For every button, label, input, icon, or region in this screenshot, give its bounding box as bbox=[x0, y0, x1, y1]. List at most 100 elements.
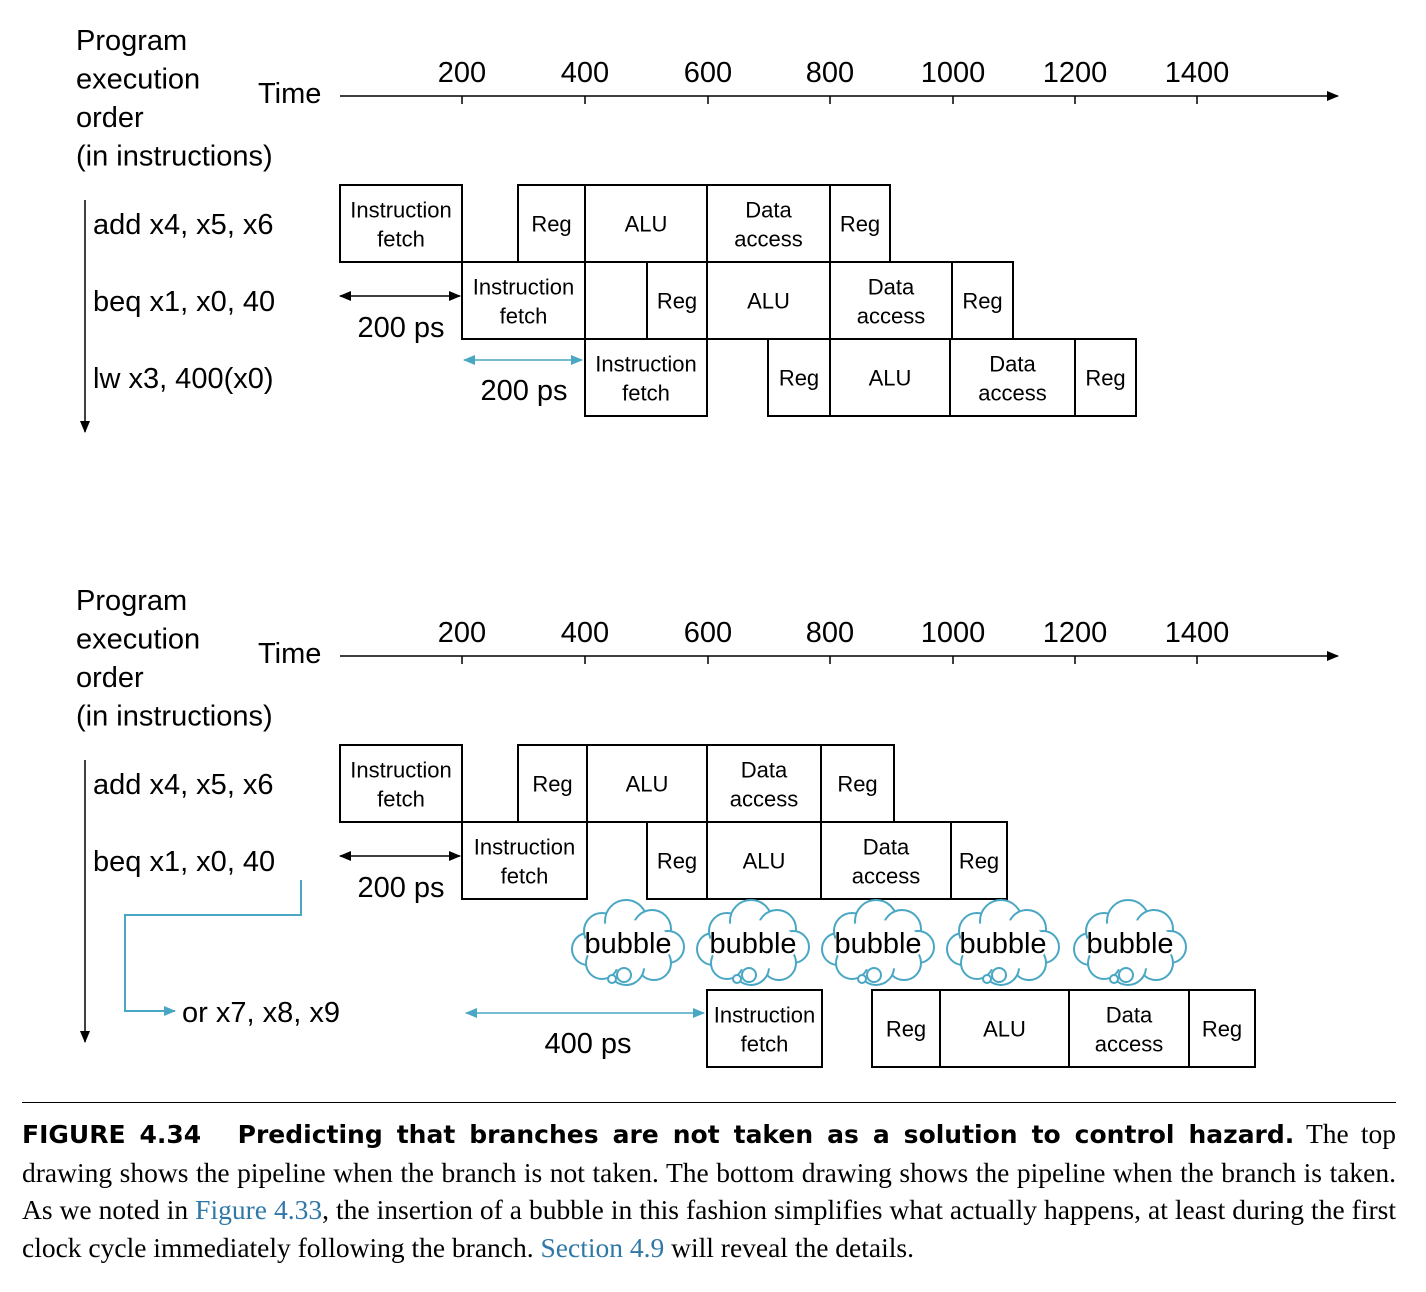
delay-label: 200 ps bbox=[480, 375, 567, 407]
stage-label: fetch bbox=[501, 864, 549, 889]
cloud-tail bbox=[866, 967, 882, 983]
tick-label: 200 bbox=[438, 617, 486, 649]
pipeline-stage: Reg bbox=[820, 744, 895, 823]
cloud-core bbox=[709, 920, 797, 970]
program-order-label: Program bbox=[76, 25, 187, 57]
stage-box bbox=[706, 261, 831, 340]
stage-label: Instruction bbox=[350, 198, 452, 223]
stage-box bbox=[461, 821, 588, 900]
pipeline-stage: Instruction fetch bbox=[461, 821, 588, 900]
delay-label: 400 ps bbox=[544, 1028, 631, 1060]
program-order-label: order bbox=[76, 102, 144, 134]
delay-label: 200 ps bbox=[357, 872, 444, 904]
figure-number: FIGURE 4.34 bbox=[22, 1120, 202, 1149]
time-label: Time bbox=[258, 638, 321, 670]
stage-box bbox=[646, 821, 708, 900]
stage-label: access bbox=[1095, 1032, 1163, 1057]
stage-label: Reg bbox=[962, 289, 1002, 314]
stage-label: Instruction bbox=[473, 275, 575, 300]
bubble: bubble bbox=[1073, 899, 1187, 986]
tick-label: 1200 bbox=[1043, 617, 1108, 649]
program-order-label: order bbox=[76, 662, 144, 694]
bubble-cloud bbox=[946, 899, 1060, 986]
stage-label: fetch bbox=[741, 1032, 789, 1057]
pipeline-stage: Data access bbox=[706, 744, 822, 823]
bubble-label: bubble bbox=[959, 928, 1046, 960]
stage-box bbox=[829, 261, 953, 340]
cloud-tail bbox=[741, 967, 757, 983]
stage-label: Reg bbox=[886, 1017, 926, 1042]
bubble-label: bubble bbox=[584, 928, 671, 960]
stage-label: Reg bbox=[532, 772, 572, 797]
stage-label: Data bbox=[1106, 1003, 1153, 1028]
stage-label: Data bbox=[745, 198, 792, 223]
bubble-label: bubble bbox=[834, 928, 921, 960]
instruction-label: add x4, x5, x6 bbox=[93, 769, 274, 801]
stage-label: access bbox=[978, 381, 1046, 406]
stage-label: Reg bbox=[1085, 366, 1125, 391]
tick-label: 600 bbox=[684, 57, 732, 89]
delay-label: 200 ps bbox=[357, 312, 444, 344]
tick-label: 1200 bbox=[1043, 57, 1108, 89]
stage-label: ALU bbox=[625, 212, 668, 237]
pipeline-stage: Reg bbox=[646, 821, 708, 900]
diagram-branch-not-taken: Program execution order (in instructions) Ti… bbox=[76, 25, 1339, 433]
stage-box bbox=[586, 744, 708, 823]
bubble-label: bubble bbox=[709, 928, 796, 960]
pipeline-figure: Program execution order (in instructions) Ti… bbox=[76, 25, 1339, 1068]
pipeline-stage: Data access bbox=[949, 338, 1076, 417]
tick-label: 800 bbox=[806, 57, 854, 89]
stage-label: Data bbox=[741, 758, 788, 783]
pipeline-stage: Reg bbox=[517, 184, 586, 263]
pipeline-stage: Instruction fetch bbox=[584, 338, 708, 417]
stage-label: Instruction bbox=[714, 1003, 816, 1028]
program-order-label: execution bbox=[76, 624, 200, 656]
instruction-label: lw x3, 400(x0) bbox=[93, 363, 274, 395]
section-link[interactable]: Section 4.9 bbox=[540, 1231, 665, 1263]
pipeline-stage: Instruction fetch bbox=[339, 184, 463, 263]
stage-box bbox=[706, 821, 822, 900]
stage-label: Data bbox=[868, 275, 915, 300]
cloud-tail bbox=[857, 974, 867, 984]
stage-label: fetch bbox=[377, 787, 425, 812]
stage-box bbox=[461, 261, 586, 340]
pipeline-stage: Data access bbox=[1068, 989, 1190, 1068]
stage-label: ALU bbox=[983, 1017, 1026, 1042]
stage-label: Data bbox=[989, 352, 1036, 377]
cloud-core bbox=[584, 920, 672, 970]
figure-link[interactable]: Figure 4.33 bbox=[195, 1194, 323, 1225]
tick-label: 1000 bbox=[921, 617, 986, 649]
tick-label: 400 bbox=[561, 617, 609, 649]
stage-box bbox=[646, 261, 708, 340]
program-order-label: execution bbox=[76, 64, 200, 96]
pipeline-stage: Reg bbox=[871, 989, 941, 1068]
pipeline-stage: ALU bbox=[939, 989, 1070, 1068]
stage-box bbox=[829, 338, 951, 417]
time-label: Time bbox=[258, 78, 321, 110]
program-order-label: (in instructions) bbox=[76, 141, 273, 173]
stage-label: Instruction bbox=[474, 835, 576, 860]
pipeline-stage: Instruction fetch bbox=[461, 261, 586, 340]
tick-label: 1000 bbox=[921, 57, 986, 89]
bubble-cloud bbox=[571, 899, 685, 986]
bubble: bubble bbox=[571, 899, 685, 986]
caption-text-1: The top drawing shows the pipeline when … bbox=[22, 1118, 1396, 1225]
stage-label: fetch bbox=[500, 304, 548, 329]
instruction-label: or x7, x8, x9 bbox=[182, 997, 340, 1029]
stage-label: fetch bbox=[622, 381, 670, 406]
tick-label: 1400 bbox=[1165, 617, 1230, 649]
stage-label: access bbox=[852, 864, 920, 889]
tick-label: 1400 bbox=[1165, 57, 1230, 89]
stage-box bbox=[1188, 989, 1256, 1068]
pipeline-stage: Reg bbox=[517, 744, 588, 823]
stage-box bbox=[706, 989, 823, 1068]
tick-label: 800 bbox=[806, 617, 854, 649]
bubble: bubble bbox=[696, 899, 810, 986]
stage-label: access bbox=[734, 227, 802, 252]
stage-label: Reg bbox=[837, 772, 877, 797]
stage-box bbox=[339, 744, 463, 823]
stage-label: Data bbox=[863, 835, 910, 860]
cloud-tail bbox=[982, 974, 992, 984]
cloud-tail bbox=[991, 967, 1007, 983]
stage-label: ALU bbox=[626, 772, 669, 797]
